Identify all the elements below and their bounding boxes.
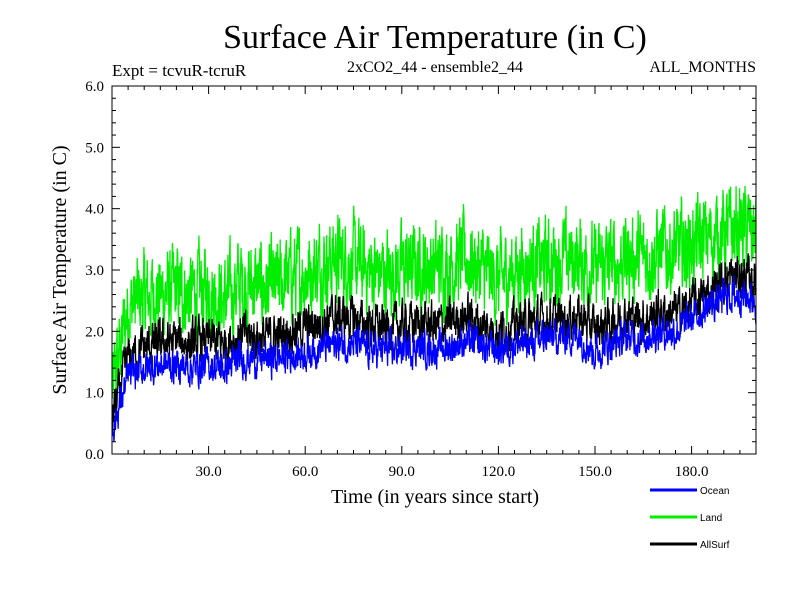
y-tick-label: 2.0 xyxy=(85,324,104,340)
x-tick-label: 90.0 xyxy=(389,464,415,480)
legend-label-land: Land xyxy=(700,513,722,524)
y-axis-label: Surface Air Temperature (in C) xyxy=(49,145,71,394)
y-tick-label: 3.0 xyxy=(85,263,104,279)
legend: Ocean Land AllSurf xyxy=(650,486,730,551)
x-tick-label: 120.0 xyxy=(482,464,516,480)
series-line-land xyxy=(111,185,757,399)
x-tick-label: 180.0 xyxy=(675,464,709,480)
series-line-ocean xyxy=(111,275,757,442)
x-axis-label: Time (in years since start) xyxy=(331,486,539,508)
ticks-layer: 0.0 1.0 2.0 3.0 4.0 5.0 6.0 30.0 60.0 90.0 120.0 15… xyxy=(85,79,756,480)
series-layer xyxy=(111,185,757,442)
chart-title: Surface Air Temperature (in C) xyxy=(223,19,647,56)
y-tick-label: 0.0 xyxy=(85,447,104,463)
y-tick-label: 6.0 xyxy=(85,79,104,95)
x-tick-label: 30.0 xyxy=(195,464,221,480)
y-tick-label: 4.0 xyxy=(85,202,104,218)
x-tick-label: 150.0 xyxy=(578,464,612,480)
x-tick-label: 60.0 xyxy=(292,464,318,480)
experiment-label: Expt = tcvuR-tcruR xyxy=(112,61,247,80)
legend-label-allsurf: AllSurf xyxy=(700,540,730,551)
months-label: ALL_MONTHS xyxy=(649,59,756,76)
chart-subtitle: 2xCO2_44 - ensemble2_44 xyxy=(347,59,523,76)
legend-label-ocean: Ocean xyxy=(700,486,729,497)
series-line-allsurf xyxy=(111,253,757,428)
y-tick-label: 5.0 xyxy=(85,140,104,156)
y-tick-label: 1.0 xyxy=(85,386,104,402)
